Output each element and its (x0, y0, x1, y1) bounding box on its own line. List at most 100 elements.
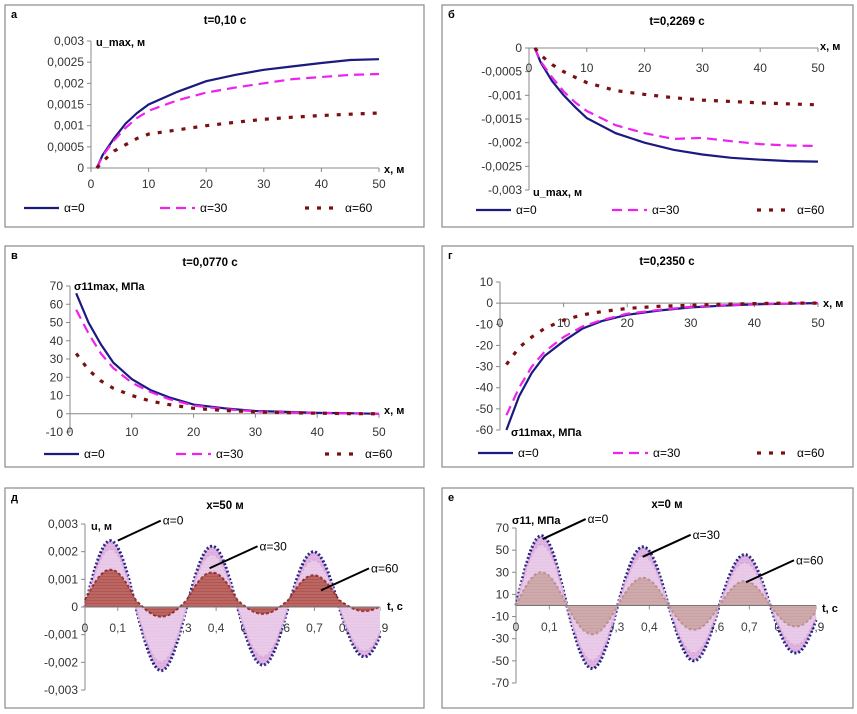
y-tick-label: 0 (515, 41, 522, 55)
x-tick-label: 0,1 (541, 620, 558, 634)
y-axis-label: u_max, м (96, 37, 145, 49)
y-tick-label: -30 (492, 632, 510, 646)
y-tick-label: -0,003 (488, 183, 522, 197)
annotation-label: α=0 (163, 514, 184, 528)
annotation-leader (542, 518, 587, 540)
y-tick-label: -60 (476, 423, 494, 437)
y-tick-label: 0 (77, 161, 84, 175)
annotation-label: α=60 (796, 553, 824, 567)
legend-label: α=0 (64, 201, 85, 215)
x-tick-label: 20 (638, 61, 652, 75)
legend-label: α=60 (797, 446, 825, 460)
panel-letter: е (448, 492, 454, 504)
y-tick-label: 0,003 (48, 517, 78, 531)
y-tick-label: -20 (476, 338, 494, 352)
y-tick-label: 0,0025 (47, 55, 84, 69)
legend-label: α=30 (216, 447, 244, 461)
annotation-label: α=30 (260, 539, 288, 553)
panel-letter: г (448, 250, 453, 262)
y-axis-label: σ11max, МПа (511, 427, 582, 439)
chart-panel-1: а t=0,10 с 0 0,0005 0,001 0,0015 0,002 0,0025 0,… (4, 4, 425, 228)
y-tick-label: 0,001 (48, 572, 78, 586)
series-edge-alpha-30 (515, 543, 817, 662)
x-tick-label: 20 (621, 316, 635, 330)
legend-label: α=60 (365, 447, 393, 461)
y-tick-label: 0 (71, 600, 78, 614)
chart-title: x=50 м (206, 500, 244, 512)
x-axis-label: x, м (384, 164, 404, 176)
y-tick-label: 30 (50, 352, 64, 366)
x-tick-label: 40 (748, 316, 762, 330)
x-tick-label: 40 (754, 61, 768, 75)
x-axis-label: t, с (387, 601, 403, 613)
panel-letter: б (448, 9, 455, 21)
y-tick-label: -30 (476, 360, 494, 374)
x-tick-label: 30 (249, 425, 263, 439)
y-tick-label: -0,0025 (481, 159, 522, 173)
panel-border (4, 4, 425, 228)
y-tick-label: -10 (476, 317, 494, 331)
legend-label: α=30 (653, 446, 681, 460)
x-tick-label: 0 (82, 621, 89, 635)
legend-label: α=0 (518, 446, 539, 460)
x-axis-label: x, м (823, 298, 843, 310)
y-tick-label: -0,0015 (481, 112, 522, 126)
x-tick-label: 50 (372, 425, 386, 439)
panel-border (4, 245, 425, 468)
chart-title: t=0,10 с (204, 15, 247, 27)
x-tick-label: 0 (497, 316, 504, 330)
x-tick-label: 0,7 (306, 621, 323, 635)
y-tick-label: -0,003 (44, 683, 78, 697)
x-tick-label: 0,1 (109, 621, 126, 635)
chart-title: t=0,2269 с (649, 16, 705, 28)
y-tick-label: 20 (50, 370, 64, 384)
series-line-alpha-60 (533, 46, 819, 107)
series-line-alpha-30 (505, 302, 819, 416)
x-tick-label: 50 (811, 61, 825, 75)
y-tick-label: 60 (50, 297, 64, 311)
chart-title: t=0,2350 с (639, 256, 695, 268)
legend-label: α=0 (84, 447, 105, 461)
x-tick-label: 30 (696, 61, 710, 75)
series-edge-alpha-60 (84, 568, 381, 618)
x-tick-label: 10 (125, 425, 139, 439)
panel-border (441, 4, 854, 228)
series-edge-alpha-60 (515, 571, 817, 636)
y-tick-label: -50 (476, 402, 494, 416)
legend-label: α=60 (345, 201, 373, 215)
y-tick-label: 70 (496, 521, 510, 535)
legend-label: α=30 (200, 201, 228, 215)
x-tick-label: 20 (187, 425, 201, 439)
y-tick-label: 50 (496, 543, 510, 557)
x-tick-label: 0 (513, 620, 520, 634)
y-axis-label: σ11, МПа (512, 515, 561, 527)
annotation-leader (209, 545, 258, 570)
y-axis-label: u_max, м (533, 187, 582, 199)
y-tick-label: 10 (480, 275, 494, 289)
x-tick-label: 50 (372, 177, 386, 191)
chart-panel-6: еx=0 м70503010-10-30-50-7000,10,20,30,40… (441, 487, 854, 709)
x-axis-label: x, м (384, 405, 404, 417)
x-tick-label: 10 (142, 177, 156, 191)
y-axis-label: u, м (91, 521, 112, 533)
x-tick-label: 30 (684, 316, 698, 330)
y-tick-label: -50 (492, 654, 510, 668)
annotation-leader (320, 567, 370, 592)
x-axis-label: t, с (822, 603, 838, 615)
x-tick-label: 0 (88, 177, 95, 191)
x-tick-label: 40 (315, 177, 329, 191)
y-tick-label: 0,001 (54, 119, 84, 133)
annotation-leader (642, 533, 692, 558)
panel-letter: в (11, 250, 18, 262)
panel-letter: д (11, 492, 18, 504)
y-tick-label: 0,0005 (47, 140, 84, 154)
y-tick-label: 10 (496, 587, 510, 601)
y-tick-label: -10 (492, 610, 510, 624)
series-band-alpha-60 (516, 572, 816, 635)
legend-label: α=60 (797, 203, 825, 217)
x-tick-label: 50 (811, 316, 825, 330)
y-tick-label: 0,0015 (47, 98, 84, 112)
y-tick-label: 40 (50, 334, 64, 348)
